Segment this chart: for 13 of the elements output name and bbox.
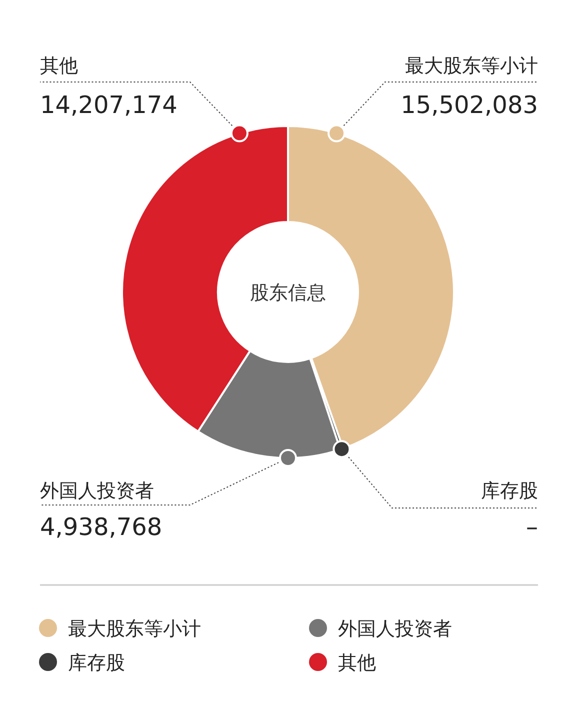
slice-label: 其他 <box>40 55 78 77</box>
data-label: 4,938,768 <box>40 513 162 541</box>
data-label: – <box>526 513 538 541</box>
text: 股东信息 <box>250 282 326 304</box>
legend-label: 最大股东等小计 <box>68 618 201 640</box>
slice-label: 外国人投资者 <box>40 480 154 502</box>
legend-label: 库存股 <box>68 652 125 674</box>
data-label: 15,502,083 <box>400 91 538 119</box>
slice-label: 最大股东等小计 <box>405 55 538 77</box>
legend-label: 外国人投资者 <box>338 618 452 640</box>
legend-label: 其他 <box>338 652 376 674</box>
data-label: 14,207,174 <box>40 91 178 119</box>
slice-label: 库存股 <box>481 480 538 502</box>
